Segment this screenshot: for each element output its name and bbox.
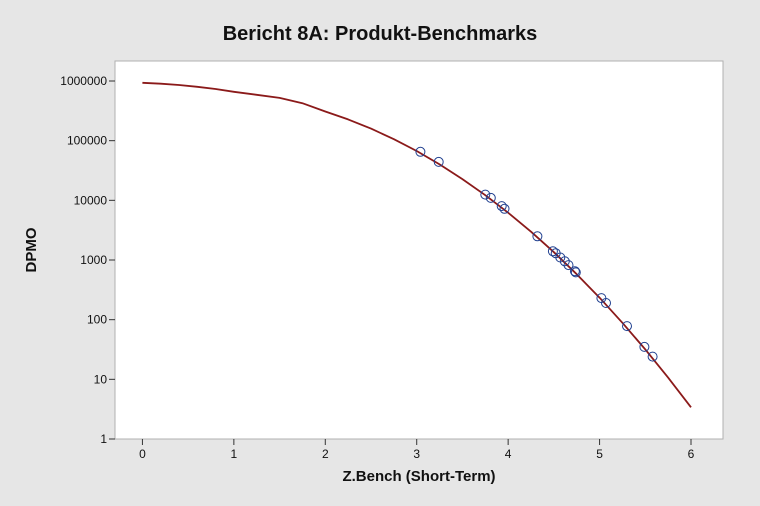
y-tick-label: 1000 — [80, 253, 107, 267]
data-point — [563, 260, 574, 271]
data-point — [569, 266, 580, 277]
y-tick-label: 100 — [87, 313, 107, 327]
data-point — [547, 246, 558, 257]
x-axis-label: Z.Bench (Short-Term) — [342, 468, 495, 485]
x-tick-label: 6 — [688, 447, 695, 461]
data-point — [570, 267, 581, 278]
x-tick-label: 0 — [139, 447, 146, 461]
y-tick-label: 10000 — [74, 193, 108, 207]
y-tick-label: 1 — [100, 432, 107, 446]
y-tick-label: 10 — [94, 372, 108, 386]
data-point — [485, 192, 496, 203]
x-tick-label: 3 — [413, 447, 420, 461]
marks-layer — [142, 81, 692, 408]
x-tick-label: 4 — [505, 447, 512, 461]
data-point — [433, 156, 444, 167]
data-point — [559, 256, 570, 267]
y-tick-label: 100000 — [67, 134, 107, 148]
chart-title: Bericht 8A: Produkt-Benchmarks — [223, 23, 538, 45]
y-tick-label: 1000000 — [60, 74, 107, 88]
data-point — [639, 341, 650, 352]
x-tick-label: 5 — [596, 447, 603, 461]
data-point — [480, 189, 491, 200]
y-axis-label: DPMO — [23, 227, 40, 272]
fitted-curve — [142, 81, 692, 408]
data-point — [499, 203, 510, 214]
axes-layer: 0 1 2 3 4 5 6 1 10 100 1000 10000 100000 1000000 — [60, 74, 694, 461]
x-tick-label: 2 — [322, 447, 329, 461]
plot-area — [114, 60, 724, 440]
data-point — [532, 231, 543, 242]
x-tick-label: 1 — [231, 447, 238, 461]
data-point — [496, 201, 507, 212]
data-point — [647, 351, 658, 362]
data-point — [601, 298, 611, 308]
data-point — [415, 146, 426, 157]
data-point — [622, 321, 632, 332]
